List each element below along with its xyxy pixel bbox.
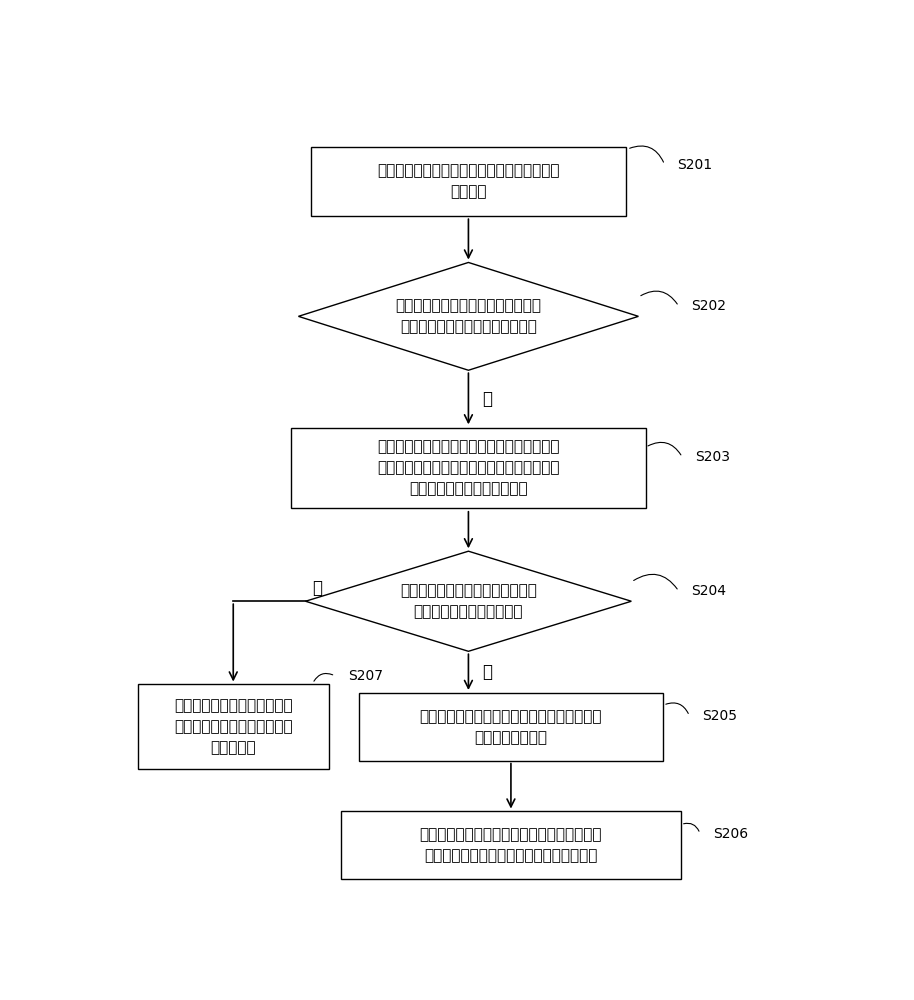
- Text: 是: 是: [483, 390, 493, 408]
- Bar: [358, 693, 664, 761]
- Text: S203: S203: [695, 450, 730, 464]
- Text: 否: 否: [313, 579, 323, 597]
- Text: S205: S205: [702, 709, 738, 723]
- Bar: [311, 147, 626, 216]
- Text: 当检测到终端处于接近状态时，获取第一接近
感应传感器检测到的第一光强值和第二接近感
应传感器检测到的第二光强值: 当检测到终端处于接近状态时，获取第一接近 感应传感器检测到的第一光强值和第二接近…: [377, 440, 559, 497]
- Text: 判断所述第一接近感应传感器检测到
的光强值是否大于预设接近光强值: 判断所述第一接近感应传感器检测到 的光强值是否大于预设接近光强值: [396, 298, 541, 334]
- Text: S201: S201: [677, 158, 713, 172]
- Text: S202: S202: [692, 299, 727, 313]
- Text: 根据所述第一光强值与所述第二光强值的大小
关系生成比较结果: 根据所述第一光强值与所述第二光强值的大小 关系生成比较结果: [420, 709, 602, 745]
- Polygon shape: [299, 262, 638, 370]
- Text: S207: S207: [348, 669, 383, 683]
- Text: 根据所述比较结果选择所述第一接近感应传感
器或第二接近感应传感器继续检测终端状态: 根据所述比较结果选择所述第一接近感应传感 器或第二接近感应传感器继续检测终端状态: [420, 827, 602, 863]
- Text: 是: 是: [483, 663, 493, 681]
- Text: S206: S206: [713, 827, 748, 841]
- Text: 若检测到终端处于通话状态，开启第一接近感
应传感器: 若检测到终端处于通话状态，开启第一接近感 应传感器: [377, 164, 559, 200]
- Bar: [138, 684, 329, 769]
- Text: 选择所述第一接近感应传感器
或第二接近感应传感器继续检
测终端状态: 选择所述第一接近感应传感器 或第二接近感应传感器继续检 测终端状态: [174, 698, 292, 755]
- Text: 判断所述第一光强值和所述第二光
强值是否均大于预设光强值: 判断所述第一光强值和所述第二光 强值是否均大于预设光强值: [400, 583, 537, 619]
- Polygon shape: [305, 551, 632, 651]
- Bar: [341, 811, 681, 879]
- Text: S204: S204: [692, 584, 727, 598]
- Bar: [292, 428, 645, 508]
